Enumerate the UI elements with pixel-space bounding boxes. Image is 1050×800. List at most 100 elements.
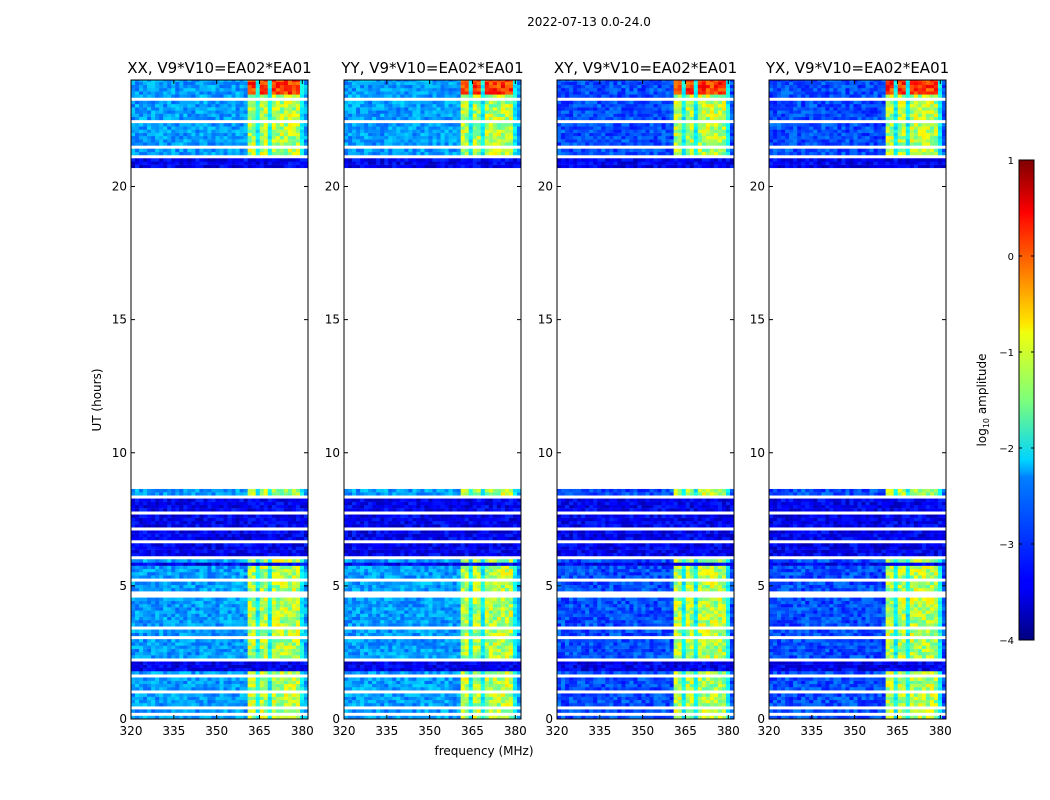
heatmap-cell (348, 651, 353, 656)
heatmap-cell (275, 607, 281, 611)
heatmap-cell (416, 629, 421, 633)
heatmap-cell (303, 629, 309, 633)
heatmap-cell (267, 655, 273, 659)
heatmap-cell (299, 610, 305, 614)
heatmap-cell (155, 164, 160, 169)
heatmap-cell (199, 607, 204, 611)
heatmap-cell (488, 680, 494, 685)
heatmap-cell (516, 651, 522, 656)
heatmap-cell (191, 600, 196, 605)
heatmap-cell (420, 651, 425, 656)
heatmap-cell (247, 536, 252, 541)
heatmap-cell (131, 607, 136, 611)
heatmap-cell (263, 158, 269, 162)
heatmap-cell (263, 546, 269, 550)
heatmap-cell (283, 543, 289, 547)
heatmap-cell (147, 498, 152, 502)
heatmap-cell (191, 651, 196, 656)
heatmap-cell (167, 677, 172, 681)
heatmap-cell (263, 696, 269, 701)
heatmap-cell (295, 623, 301, 627)
heatmap-cell (352, 693, 357, 697)
heatmap-cell (235, 639, 240, 643)
heatmap-cell (440, 603, 445, 608)
heatmap-cell (512, 642, 518, 646)
heatmap-cell (175, 639, 180, 643)
heatmap-cell (392, 603, 397, 608)
heatmap-cell (484, 597, 490, 601)
heatmap-cell (504, 629, 510, 633)
heatmap-cell (432, 680, 437, 685)
heatmap-cell (191, 161, 196, 165)
heatmap-cell (464, 639, 469, 643)
heatmap-cell (143, 84, 148, 89)
heatmap-cell (303, 603, 309, 608)
heatmap-cell (299, 135, 305, 140)
heatmap-cell (151, 661, 156, 665)
heatmap-cell (267, 164, 273, 169)
heatmap-cell (428, 597, 433, 601)
heatmap-cell (143, 549, 148, 554)
heatmap-cell (151, 492, 156, 496)
heatmap-cell (135, 530, 140, 534)
heatmap-cell (155, 488, 160, 493)
heatmap-cell (211, 696, 216, 701)
heatmap-cell (416, 600, 421, 605)
heatmap-cell (215, 565, 220, 570)
heatmap-cell (255, 645, 261, 649)
heatmap-cell (303, 677, 309, 681)
heatmap-cell (243, 645, 248, 649)
heatmap-cell (207, 639, 212, 643)
heatmap-cell (271, 148, 277, 153)
heatmap-cell (424, 703, 429, 707)
heatmap-cell (267, 107, 273, 111)
heatmap-cell (259, 504, 265, 509)
heatmap-cell (263, 664, 269, 669)
heatmap-cell (295, 123, 301, 127)
heatmap-cell (299, 565, 305, 570)
heatmap-cell (139, 103, 144, 108)
heatmap-cell (299, 533, 305, 538)
heatmap-cell (512, 677, 518, 681)
heatmap-cell (279, 639, 285, 643)
heatmap-cell (143, 623, 148, 627)
heatmap-cell (279, 677, 285, 681)
heatmap-cell (167, 667, 172, 672)
heatmap-cell (496, 597, 502, 601)
heatmap-cell (516, 687, 522, 691)
heatmap-cell (215, 603, 220, 608)
heatmap-cell (380, 687, 385, 691)
heatmap-cell (295, 84, 301, 89)
heatmap-cell (440, 661, 445, 665)
heatmap-cell (460, 613, 465, 617)
heatmap-cell (219, 687, 224, 691)
heatmap-cell (155, 492, 160, 496)
heatmap-cell (151, 664, 156, 669)
heatmap-cell (424, 667, 429, 672)
heatmap-cell (420, 667, 425, 672)
heatmap-cell (203, 164, 208, 169)
heatmap-cell (135, 715, 140, 720)
heatmap-cell (287, 588, 293, 592)
heatmap-cell (207, 151, 212, 156)
heatmap-cell (247, 151, 252, 156)
heatmap-cell (147, 116, 152, 121)
heatmap-cell (147, 696, 152, 701)
heatmap-cell (211, 680, 216, 685)
heatmap-cell (191, 536, 196, 541)
heatmap-cell (283, 619, 289, 624)
heatmap-cell (235, 687, 240, 691)
heatmap-cell (147, 664, 152, 669)
heatmap-cell (295, 142, 301, 146)
heatmap-cell (147, 568, 152, 573)
heatmap-cell (275, 671, 281, 675)
heatmap-cell (143, 501, 148, 506)
heatmap-cell (183, 703, 188, 707)
heatmap-cell (223, 559, 228, 563)
heatmap-cell (199, 116, 204, 121)
heatmap-cell (267, 151, 273, 156)
heatmap-cell (219, 100, 224, 105)
heatmap-cell (424, 693, 429, 697)
heatmap-cell (139, 164, 144, 169)
